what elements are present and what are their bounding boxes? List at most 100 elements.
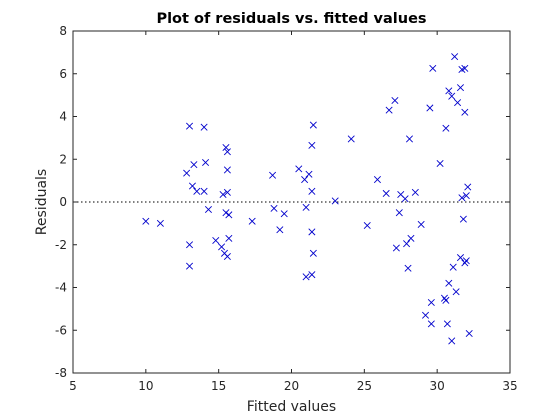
data-point-marker [440,294,448,302]
data-point-marker [218,243,226,251]
data-point-marker [426,104,434,112]
data-point-marker [442,296,450,304]
data-point-marker [449,263,457,271]
data-point-marker [202,158,210,166]
data-point-marker [403,240,411,248]
data-point-marker [280,210,288,218]
data-point-marker [331,197,339,205]
data-point-marker [448,337,456,345]
data-point-marker [302,203,310,211]
data-point-marker [436,160,444,168]
data-point-marker [427,320,435,328]
data-point-marker [427,298,435,306]
y-tick-label: -6 [55,323,67,337]
data-point-marker [308,141,316,149]
y-tick-label: 6 [59,67,67,81]
data-point-marker [222,143,230,152]
data-point-marker [405,135,414,143]
data-point-marker [452,288,460,296]
y-axis-ticks: 8 6 4 2 0 -2 -4 -6 -8 [55,24,510,380]
data-point-marker [308,271,316,279]
data-point-marker [363,221,371,230]
data-point-marker [219,191,227,199]
data-point-marker [461,108,469,116]
x-axis-label: Fitted values [247,399,336,415]
data-point-marker [404,264,412,272]
y-tick-label: 4 [59,110,67,124]
data-point-marker [200,123,208,131]
data-point-marker [212,236,220,244]
data-point-marker [407,234,415,242]
data-point-marker [308,187,316,195]
x-tick-label: 10 [138,379,153,393]
data-point-marker [411,188,419,196]
data-point-marker [276,226,284,234]
data-point-marker [382,189,390,197]
y-tick-label: -4 [55,281,67,295]
data-point-marker [385,106,393,114]
data-point-marker [465,329,473,337]
data-point-marker [223,188,231,196]
y-tick-label: -8 [55,366,67,380]
data-point-marker [248,217,256,225]
data-point-marker [459,215,467,223]
x-axis-ticks: 5 10 15 20 25 30 35 [69,31,518,393]
x-tick-label: 5 [69,379,77,393]
data-point-marker [223,252,231,261]
x-tick-label: 20 [284,379,299,393]
data-point-marker [308,228,316,236]
data-point-marker [225,234,233,242]
residual-points [142,53,473,345]
data-point-marker [142,217,150,225]
data-point-marker [225,211,233,219]
data-point-marker [269,171,277,179]
data-point-marker [392,244,400,252]
x-tick-label: 30 [430,379,445,393]
data-point-marker [445,87,453,95]
data-point-marker [454,99,462,107]
x-tick-label: 25 [357,379,372,393]
data-point-marker [347,135,355,143]
data-point-marker [309,121,317,129]
plot-area [73,31,510,373]
data-point-marker [301,176,309,184]
data-point-marker [456,254,464,262]
data-point-marker [421,311,430,319]
data-point-marker [443,320,451,328]
data-point-marker [183,169,191,177]
data-point-marker [401,195,409,203]
data-point-marker [193,187,201,195]
data-point-marker [309,249,317,257]
data-point-marker [222,209,230,217]
data-point-marker [461,259,469,267]
y-axis-label: Residuals [34,169,50,235]
data-point-marker [270,204,278,212]
data-point-marker [464,183,472,191]
data-point-marker [223,148,231,156]
y-tick-label: 8 [59,24,67,38]
data-point-marker [186,241,194,249]
y-tick-label: 0 [59,195,67,209]
y-tick-label: 2 [59,152,67,166]
data-point-marker [429,64,437,72]
data-point-marker [451,53,459,61]
data-point-marker [373,176,381,184]
data-point-marker [456,84,464,92]
data-point-marker [458,194,466,202]
data-point-marker [200,187,208,195]
x-tick-label: 35 [502,379,517,393]
data-point-marker [417,220,425,228]
data-point-marker [188,182,196,190]
data-point-marker [190,161,198,169]
data-point-marker [462,192,470,200]
data-point-marker [223,166,231,174]
data-point-marker [442,124,450,132]
data-point-marker [445,279,453,287]
data-point-marker [186,122,194,130]
data-point-marker [462,257,470,265]
data-point-marker [204,205,212,213]
data-point-marker [295,165,303,173]
data-point-marker [156,219,164,227]
data-point-marker [186,262,194,270]
